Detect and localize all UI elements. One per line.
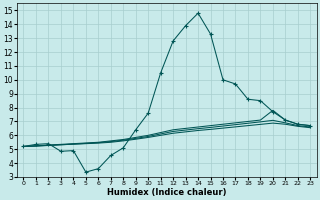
X-axis label: Humidex (Indice chaleur): Humidex (Indice chaleur) — [107, 188, 227, 197]
